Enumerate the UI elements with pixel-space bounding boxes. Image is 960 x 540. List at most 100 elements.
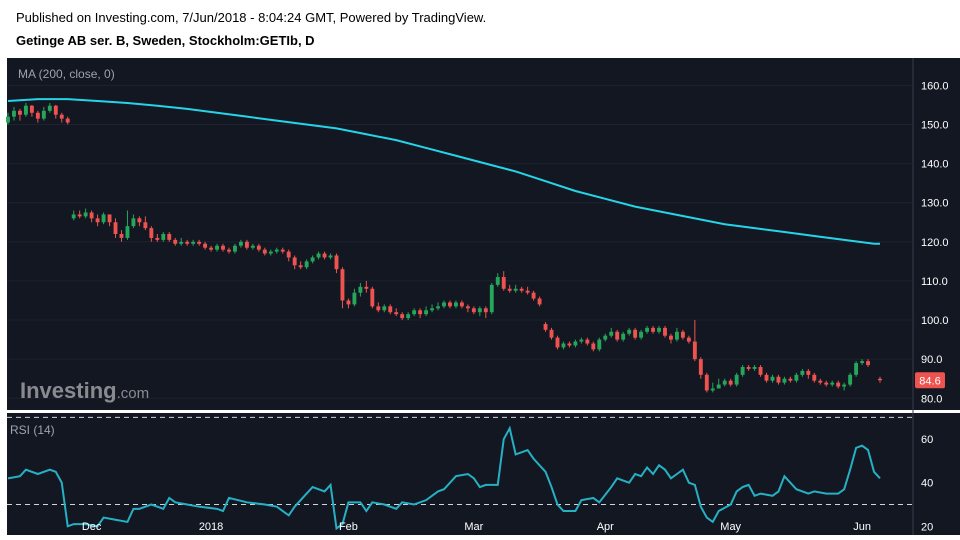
candle-body	[334, 255, 339, 270]
rsi-tick-label: 20	[921, 521, 933, 533]
candle-body	[698, 359, 703, 375]
rsi-line	[7, 425, 881, 531]
candle-body	[286, 251, 291, 258]
candle-body	[459, 302, 464, 307]
time-axis-labels: Dec 2018 Feb Mar Apr May Jun	[82, 521, 871, 533]
candle-body	[412, 310, 417, 315]
time-tick-label: May	[720, 521, 741, 533]
candle-body	[465, 306, 470, 309]
time-tick-label: Jun	[853, 521, 871, 533]
candle-body	[370, 288, 375, 307]
candle-body	[394, 312, 399, 315]
price-tick-label: 80.0	[921, 393, 942, 405]
logo-text-bold: Investing	[20, 378, 117, 403]
candle-body	[830, 382, 835, 385]
candle-body	[680, 331, 685, 338]
rsi-tick-label: 60	[921, 434, 933, 446]
candle-body	[710, 388, 715, 391]
candle-body	[12, 110, 16, 117]
candle-body	[471, 308, 476, 313]
candle-body	[489, 284, 494, 313]
last-price-tag: 84.6	[915, 372, 945, 389]
candle-body	[179, 241, 184, 244]
candle-body	[316, 253, 321, 258]
candle-body	[406, 314, 411, 319]
candle-body	[113, 222, 118, 234]
candle-body	[651, 327, 655, 332]
candle-body	[794, 374, 799, 381]
candle-body	[836, 382, 841, 387]
candle-body	[483, 308, 488, 313]
price-tick-label: 160.0	[921, 80, 949, 92]
candle-body	[495, 277, 500, 285]
price-pane-background	[7, 58, 913, 410]
price-grid	[7, 84, 913, 399]
candle-body	[477, 308, 482, 313]
candle-body	[567, 343, 572, 346]
candle-body	[854, 363, 859, 375]
rsi-tick-label: 40	[921, 478, 933, 490]
candle-body	[615, 331, 620, 340]
candle-body	[35, 112, 40, 119]
candle-body	[424, 310, 429, 315]
candle-body	[812, 374, 817, 381]
candle-body	[23, 105, 28, 115]
candle-body	[746, 366, 751, 369]
candle-body	[191, 241, 196, 244]
candle-body	[806, 370, 811, 375]
candle-body	[304, 261, 309, 268]
candle-body	[573, 341, 578, 346]
candle-body	[860, 361, 865, 364]
candle-body	[233, 245, 237, 252]
candle-body	[346, 300, 351, 305]
candle-body	[352, 292, 357, 305]
candle-body	[274, 249, 279, 252]
price-tick-label: 140.0	[921, 159, 949, 171]
candle-body	[173, 239, 178, 244]
candle-body	[657, 327, 661, 332]
candle-body	[59, 114, 64, 119]
candle-body	[740, 366, 745, 375]
candle-body	[686, 337, 691, 342]
candle-body	[639, 331, 644, 338]
candle-body	[800, 370, 805, 375]
price-axis-background	[913, 58, 960, 410]
candle-body	[645, 327, 650, 332]
candle-body	[322, 253, 327, 258]
candle-body	[89, 212, 94, 219]
candle-body	[734, 374, 739, 385]
candle-body	[848, 374, 853, 385]
candle-body	[215, 245, 219, 250]
candle-body	[53, 105, 58, 115]
candle-body	[525, 290, 530, 293]
candle-body	[770, 376, 775, 381]
candle-body	[227, 249, 231, 252]
candle-body	[167, 234, 172, 240]
logo-text-light: .com	[117, 385, 150, 402]
candle-body	[280, 249, 285, 252]
ma-200-line	[7, 98, 880, 245]
candle-body	[65, 118, 70, 123]
candle-body	[328, 255, 333, 258]
candle-body	[764, 374, 769, 381]
candle-body	[262, 249, 267, 254]
candle-body	[185, 241, 190, 244]
candle-body	[507, 288, 512, 291]
candle-body	[125, 226, 130, 238]
candle-body	[609, 331, 614, 336]
time-tick-label: Mar	[464, 521, 483, 533]
price-tick-label: 150.0	[921, 119, 949, 131]
candle-body	[155, 237, 160, 240]
candle-body	[430, 308, 434, 311]
candle-body	[29, 105, 34, 113]
candle-body	[203, 243, 208, 248]
candle-body	[537, 298, 542, 305]
candle-body	[866, 361, 870, 366]
candle-body	[716, 384, 721, 389]
candle-body	[250, 245, 255, 248]
candle-body	[782, 378, 787, 383]
rsi-pane-background	[7, 413, 913, 535]
candle-body	[101, 214, 106, 223]
candle-body	[358, 286, 363, 293]
